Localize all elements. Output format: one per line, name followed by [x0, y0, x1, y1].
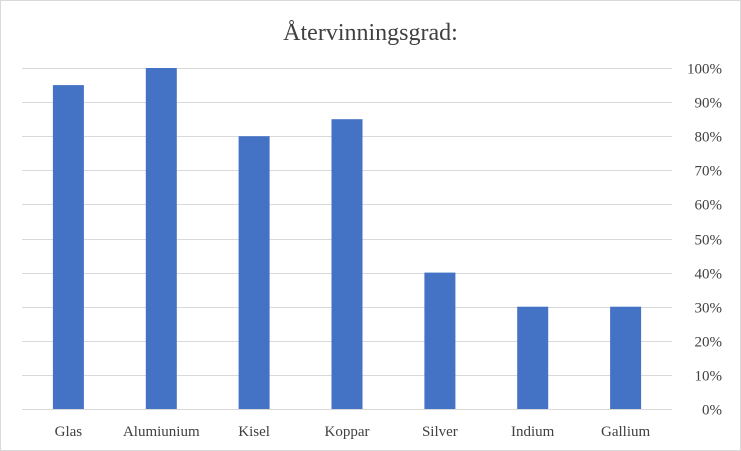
y-tick-label: 0%	[702, 403, 722, 419]
x-category-label: Kisel	[238, 424, 270, 440]
bar-gallium	[610, 306, 642, 409]
y-tick-label: 80%	[695, 130, 723, 146]
bar-indium	[517, 306, 549, 409]
y-tick-label: 90%	[695, 96, 723, 112]
x-category-label: Indium	[511, 424, 555, 440]
chart-title: Återvinningsgrad:	[283, 20, 458, 46]
x-category-label: Gallium	[601, 424, 650, 440]
y-tick-label: 50%	[695, 233, 723, 249]
y-tick-label: 20%	[695, 335, 723, 351]
bar-koppar	[331, 119, 363, 409]
y-tick-label: 100%	[687, 62, 722, 78]
y-tick-label: 10%	[695, 369, 723, 385]
y-tick-label: 40%	[695, 267, 723, 283]
y-axis-tick-labels: 0% 10% 20% 30% 40% 50% 60% 70% 80% 90% 100%	[687, 62, 722, 419]
bar-glas	[52, 85, 84, 409]
x-category-label: Silver	[422, 424, 458, 440]
y-tick-label: 30%	[695, 301, 723, 317]
x-category-label: Glas	[55, 424, 83, 440]
x-axis-category-labels: Glas Alumiunium Kisel Koppar Silver Indium Gal…	[55, 424, 651, 440]
bars	[52, 68, 642, 409]
bar-silver	[424, 272, 456, 409]
x-category-label: Alumiunium	[123, 424, 200, 440]
bar-kisel	[238, 136, 270, 409]
y-tick-label: 60%	[695, 198, 723, 214]
bar-alumiunium	[145, 68, 177, 409]
x-category-label: Koppar	[325, 424, 370, 440]
y-tick-label: 70%	[695, 164, 723, 180]
